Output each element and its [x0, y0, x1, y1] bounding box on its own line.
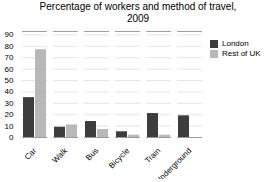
- svg-text:Bus: Bus: [84, 146, 100, 162]
- svg-text:Bicycle: Bicycle: [107, 146, 132, 171]
- svg-text:50: 50: [5, 76, 14, 85]
- html-text:London: London: [222, 39, 249, 48]
- svg-text:80: 80: [5, 42, 14, 51]
- svg-text:Train: Train: [143, 146, 162, 165]
- svg-text:10: 10: [5, 122, 14, 131]
- svg-text:Car: Car: [23, 146, 39, 162]
- svg-text:Walk: Walk: [50, 145, 69, 164]
- html-text:Rest of UK: Rest of UK: [222, 49, 261, 58]
- svg-text:60: 60: [5, 65, 14, 74]
- html-text:Percentage of workers and meth: Percentage of workers and method of trav…: [39, 1, 237, 24]
- svg-text:0: 0: [9, 133, 14, 142]
- svg-text:20: 20: [5, 110, 14, 119]
- svg-text:90: 90: [5, 30, 14, 39]
- svg-text:30: 30: [5, 99, 14, 108]
- svg-text:40: 40: [5, 87, 14, 96]
- svg-text:70: 70: [5, 53, 14, 62]
- svg-text:Underground: Underground: [154, 146, 193, 179]
